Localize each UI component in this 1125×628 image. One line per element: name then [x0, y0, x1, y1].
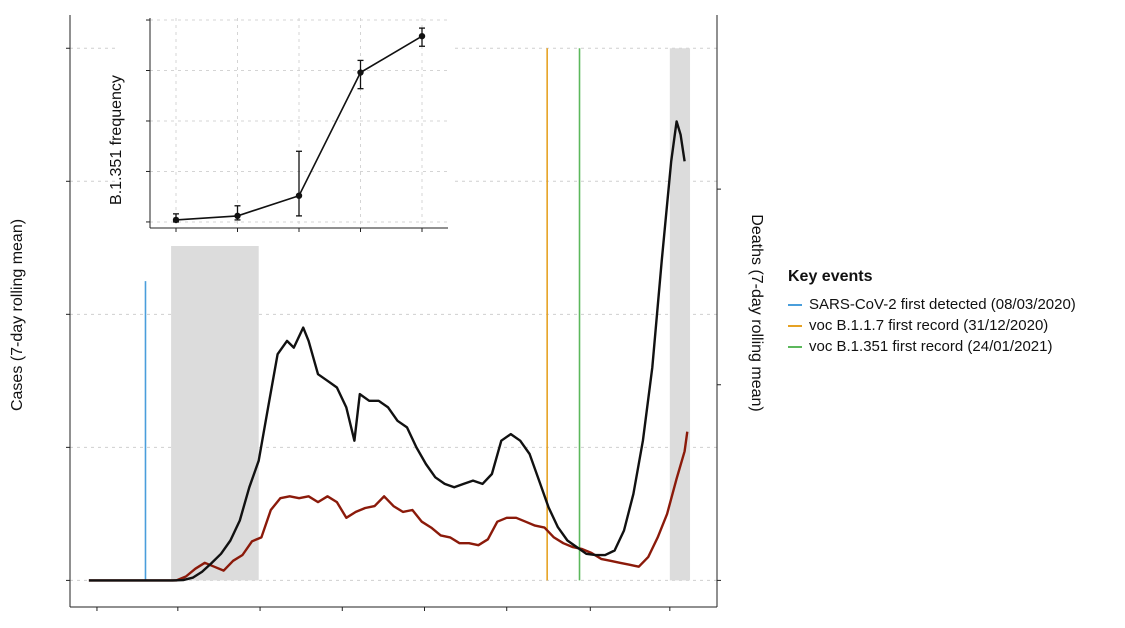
cases-line: [88, 120, 686, 582]
legend-item-b1351: voc B.1.351 first record (24/01/2021): [788, 336, 1076, 357]
inset-point: [234, 212, 241, 220]
y-axis-left-label: Cases (7-day rolling mean): [9, 219, 26, 411]
inset-tick-labels: [146, 19, 423, 232]
legend-label: SARS-CoV-2 first detected (08/03/2020): [809, 296, 1076, 313]
shaded-period: [669, 48, 691, 581]
inset-y-axis-label: B.1.351 frequency: [108, 75, 125, 205]
inset-error-bars: [173, 27, 425, 223]
legend-swatch: [788, 303, 802, 306]
legend-label: voc B.1.351 first record (24/01/2021): [809, 338, 1053, 355]
legend-swatch: [788, 345, 802, 348]
legend: Key events SARS-CoV-2 first detected (08…: [788, 268, 1076, 357]
main-tick-labels: [66, 47, 721, 611]
deaths-line: [88, 431, 689, 582]
inset-point: [357, 69, 364, 76]
event-lines: [144, 48, 581, 581]
inset-point: [295, 192, 303, 199]
legend-item-b117: voc B.1.1.7 first record (31/12/2020): [788, 315, 1076, 336]
y-axis-right-label: Deaths (7-day rolling mean): [748, 214, 765, 411]
inset-background: [118, 8, 455, 246]
legend-swatch: [788, 324, 802, 327]
inset-point: [418, 32, 426, 40]
legend-title: Key events: [788, 268, 873, 285]
legend-label: voc B.1.1.7 first record (31/12/2020): [809, 317, 1049, 334]
legend-item-first-detected: SARS-CoV-2 first detected (08/03/2020): [788, 294, 1076, 315]
inset-point: [172, 216, 180, 224]
inset-series: [172, 32, 426, 224]
main-series-lines: [88, 120, 689, 582]
